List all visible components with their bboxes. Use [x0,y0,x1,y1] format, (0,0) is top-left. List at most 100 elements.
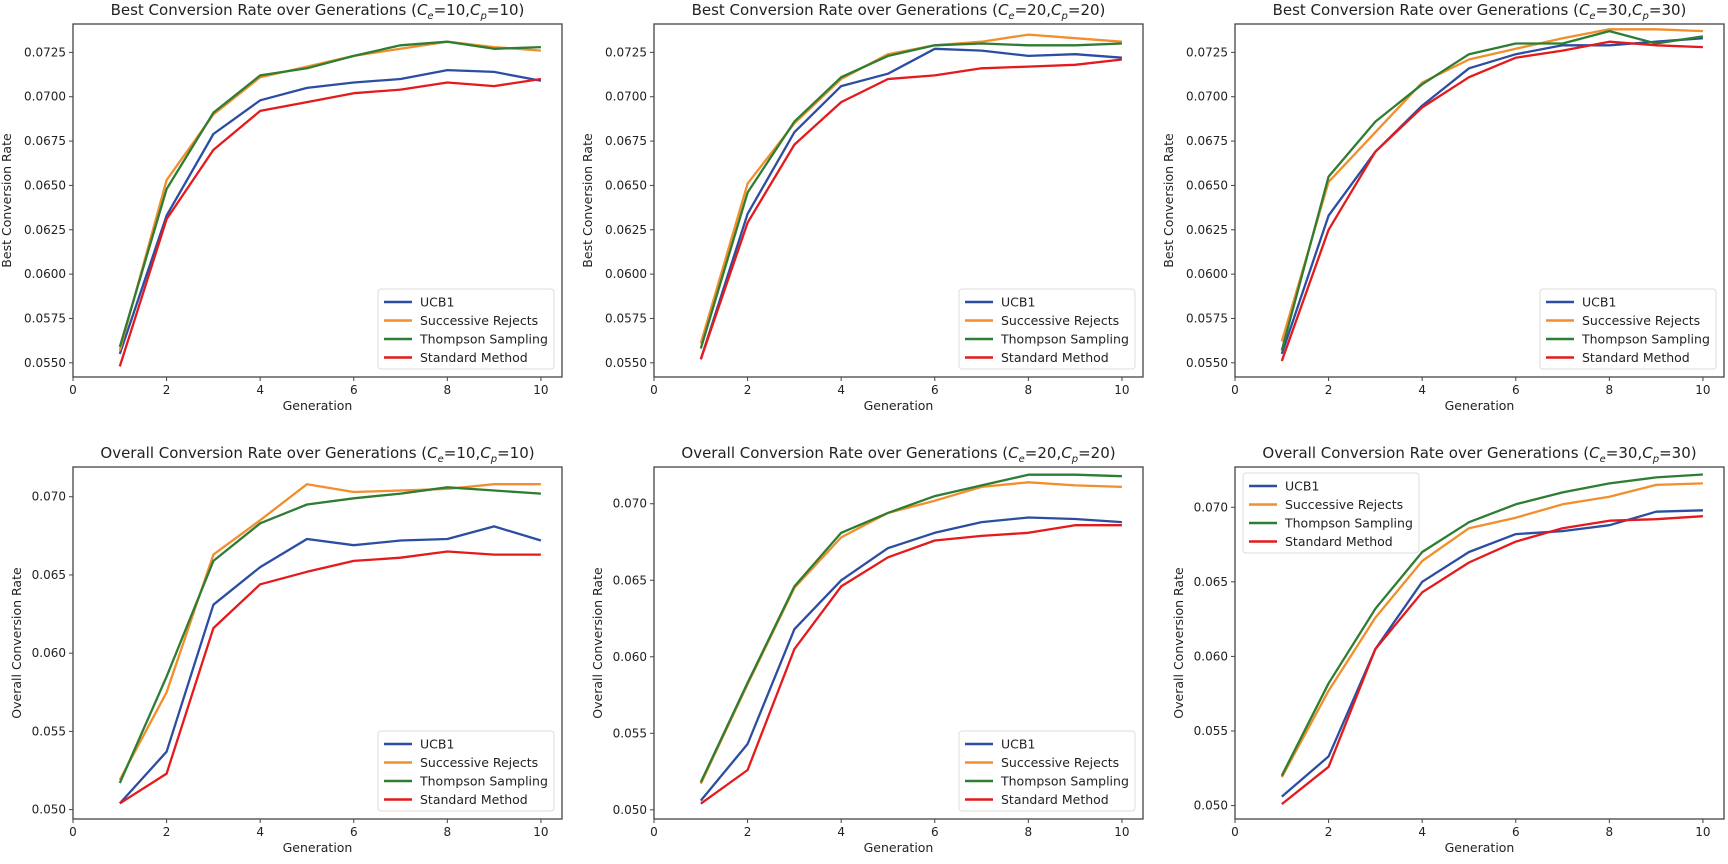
ce-value: 30 [1608,1,1627,19]
series-line-standard-method [700,524,1122,805]
subplot-2: Best Conversion Rate over Generations (C… [580,1,1144,413]
legend-box [1539,288,1717,370]
series-line-standard-method [699,58,1123,360]
axes-frame [72,466,563,820]
x-tick-label: 2 [1325,383,1333,397]
series-line-ucb1 [699,47,1122,360]
x-tick-label: 0 [69,383,77,397]
series-line-thompson-sampling [118,486,541,784]
title-params: (Ce=30,Cp=30) [1568,1,1686,22]
x-tick-label: 0 [1231,383,1239,397]
param-eq: = [1015,1,1028,19]
y-tick-label: 0.060 [1194,649,1228,663]
y-tick-label: 0.070 [1194,500,1228,514]
legend: UCB1 Successive Rejects Thompson Sampling S… [377,288,555,370]
y-tick-label: 0.070 [613,497,647,511]
chart-title: Overall Conversion Rate over Generations… [1262,444,1696,465]
x-tick-label: 4 [256,383,264,397]
param-eq: = [1596,1,1609,19]
legend-label: Successive Rejects [1001,313,1119,328]
legend-box [958,288,1136,370]
legend-label: Successive Rejects [1285,497,1403,512]
y-tick-label: 0.0600 [605,267,647,281]
x-tick-label: 10 [1114,825,1129,839]
legend-label: UCB1 [1001,295,1035,310]
param-symbol: C [470,1,481,19]
legend-label: Thompson Sampling [1000,774,1129,789]
title-text: Best Conversion Rate over Generations [692,1,988,19]
y-tick-label: 0.0600 [1186,267,1228,281]
param-subscript: p [1652,454,1659,465]
cp-value: 10 [499,1,518,19]
param-sep: , [1627,1,1632,19]
x-tick-label: 10 [1695,383,1710,397]
param-subscript: p [480,11,487,22]
legend-label: UCB1 [1582,295,1616,310]
y-tick-label: 0.0725 [24,45,66,59]
series-line-ucb1 [118,68,542,355]
series-line-standard-method [1281,515,1703,805]
param-sep: , [1046,1,1051,19]
y-tick-label: 0.0550 [605,356,647,370]
x-tick-label: 8 [1606,825,1614,839]
x-tick-label: 6 [350,825,358,839]
title-text: Best Conversion Rate over Generations [111,1,407,19]
cp-value: 10 [510,444,529,462]
y-tick-label: 0.0725 [605,45,647,59]
axes-frame [72,23,563,378]
legend-box [377,730,555,812]
legend-label: Standard Method [420,792,528,807]
param-symbol: C [998,1,1009,19]
x-tick-label: 0 [69,825,77,839]
legend-label: UCB1 [1001,737,1035,752]
legend-label: UCB1 [1285,479,1319,494]
x-tick-label: 10 [533,383,548,397]
param-symbol: C [480,444,491,462]
x-tick-label: 8 [444,383,452,397]
legend: UCB1 Successive Rejects Thompson Sampling S… [958,288,1136,370]
x-tick-label: 6 [931,825,939,839]
legend-label: Standard Method [1285,534,1393,549]
y-tick-label: 0.060 [32,646,66,660]
legend-label: UCB1 [420,737,454,752]
title-params: (Ce=10,Cp=10) [417,444,535,465]
subplot-3: Best Conversion Rate over Generations (C… [1161,1,1725,413]
x-tick-label: 4 [1418,825,1426,839]
legend-label: Standard Method [1001,792,1109,807]
x-tick-label: 2 [163,383,171,397]
y-tick-label: 0.0600 [24,267,66,281]
series-line-ucb1 [1281,509,1703,798]
param-sep: , [465,1,470,19]
y-tick-label: 0.0625 [605,223,647,237]
legend-label: UCB1 [420,295,454,310]
x-tick-label: 8 [1025,825,1033,839]
param-symbol: C [1642,444,1653,462]
param-subscript: e [1589,11,1595,22]
subplot-4: Overall Conversion Rate over Generations… [9,444,563,855]
x-tick-label: 8 [444,825,452,839]
y-tick-label: 0.055 [1194,724,1228,738]
legend-label: Successive Rejects [420,313,538,328]
ce-value: 20 [1037,444,1056,462]
param-subscript: e [1008,11,1014,22]
x-tick-label: 10 [1695,825,1710,839]
x-tick-label: 2 [744,825,752,839]
y-tick-label: 0.0550 [24,356,66,370]
param-subscript: e [1019,454,1025,465]
legend-label: Successive Rejects [1582,313,1700,328]
param-eq: = [444,444,457,462]
subplot-6: Overall Conversion Rate over Generations… [1171,444,1725,855]
x-tick-label: 6 [350,383,358,397]
legend-label: Thompson Sampling [1581,332,1710,347]
legend-label: Successive Rejects [420,755,538,770]
param-subscript: e [438,454,444,465]
series-line-thompson-sampling [699,473,1122,783]
param-subscript: p [1642,11,1649,22]
y-tick-label: 0.0625 [1186,223,1228,237]
series-line-standard-method [119,550,541,805]
y-tick-label: 0.0725 [1186,45,1228,59]
y-axis-label: Best Conversion Rate [580,133,595,268]
legend: UCB1 Successive Rejects Thompson Sampling S… [1539,288,1717,370]
y-axis-label: Overall Conversion Rate [1171,567,1186,719]
x-tick-label: 0 [650,383,658,397]
